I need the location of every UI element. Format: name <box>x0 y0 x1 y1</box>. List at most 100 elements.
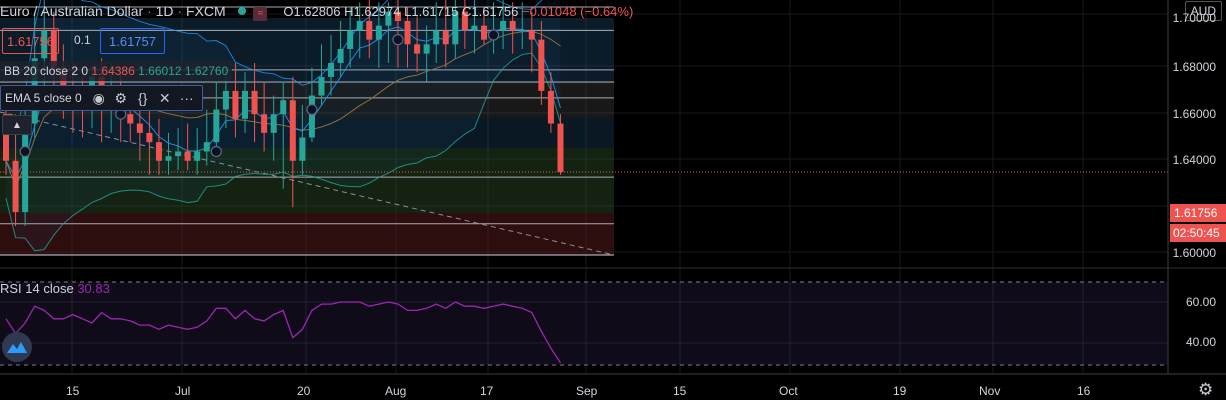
braces-icon[interactable]: {} <box>138 90 148 106</box>
gear-icon[interactable]: ⚙ <box>114 89 127 106</box>
currency-label: AUD <box>1190 4 1216 18</box>
candle-body <box>394 11 401 21</box>
candle-body <box>328 62 335 77</box>
data-problem-icon[interactable]: ≈ <box>253 7 268 21</box>
candle-body <box>557 123 564 172</box>
symbol-legend: Euro / Australian Dollar · 1D · FXCM ≈ O… <box>0 3 634 21</box>
time-tick: 19 <box>893 384 907 398</box>
candle-body <box>471 25 478 31</box>
candle-body <box>299 137 306 161</box>
price-tick: 1.60000 <box>1172 246 1216 260</box>
candle-body <box>194 151 201 161</box>
rsi-legend[interactable]: RSI 14 close 30.83 <box>0 281 110 296</box>
candle-body <box>251 90 258 115</box>
rsi-tick: 60.00 <box>1185 295 1216 309</box>
settings-gear-icon[interactable]: ⚙ <box>1198 380 1214 399</box>
candle-body <box>356 21 363 31</box>
price-tick: 1.68000 <box>1172 60 1216 74</box>
bb-upper-line <box>5 0 543 137</box>
low-value: 1.61715 <box>411 4 459 19</box>
candle-body <box>442 30 449 45</box>
candle-body <box>308 95 315 138</box>
range-zone <box>0 213 614 255</box>
source-label: FXCM <box>186 3 226 19</box>
candle-body <box>452 11 459 45</box>
candle-body <box>165 156 172 161</box>
candle-body <box>500 21 507 31</box>
time-tick: 16 <box>1077 384 1091 398</box>
sell-button[interactable]: 1.61756 <box>2 28 59 54</box>
candle-body <box>366 21 373 40</box>
range-zone <box>0 118 614 148</box>
eye-icon[interactable]: ◉ <box>92 89 105 106</box>
buy-button[interactable]: 1.61757 <box>100 28 165 54</box>
bar-countdown: 02:50:45 <box>1170 224 1226 242</box>
tradingview-logo-icon[interactable] <box>2 332 32 362</box>
candle-body <box>12 160 19 213</box>
candle-body <box>461 11 468 31</box>
candle-body <box>280 100 287 115</box>
collapse-legend-button[interactable]: ▲ <box>2 115 32 135</box>
range-zone <box>0 148 614 213</box>
candle-body <box>385 11 392 26</box>
close-icon[interactable]: ✕ <box>158 89 171 106</box>
pivot-marker <box>487 29 500 41</box>
currency-button[interactable]: AUD <box>1184 1 1222 21</box>
close-value: 1.61756 <box>471 4 519 19</box>
ohlc-values: O1.62806 H1.62974 L1.61715 C1.61756 −0.0… <box>283 4 634 19</box>
pivot-marker <box>19 145 31 158</box>
candle-body <box>337 48 344 63</box>
candle-body <box>547 90 554 124</box>
time-tick: 17 <box>480 384 494 398</box>
candle-body <box>136 123 143 133</box>
rsi-band <box>0 282 1168 365</box>
candle-body <box>519 30 526 32</box>
candle-body <box>423 44 430 54</box>
candle-body <box>213 109 220 143</box>
candle-body <box>318 76 325 96</box>
interval-label[interactable]: 1D <box>155 3 174 19</box>
price-tick: 1.64000 <box>1172 153 1216 167</box>
candle-body <box>270 114 277 133</box>
sell-price: 1.61756 <box>7 33 54 49</box>
candle-body <box>375 25 382 40</box>
time-tick: Oct <box>779 384 798 398</box>
time-tick: 20 <box>297 384 311 398</box>
candle-body <box>528 30 535 40</box>
ema-legend[interactable]: EMA 5 close 0 ◉ ⚙ {} ✕ ··· <box>0 85 203 111</box>
candle-body <box>414 44 421 54</box>
more-icon[interactable]: ··· <box>179 90 194 106</box>
pivot-marker <box>306 103 318 116</box>
candle-body <box>232 90 239 119</box>
candle-body <box>22 123 29 213</box>
rsi-line <box>5 301 562 364</box>
pivot-marker <box>392 34 404 46</box>
time-tick: Aug <box>385 384 407 398</box>
candle-body <box>481 25 487 40</box>
candle-body <box>175 151 182 157</box>
candle-body <box>127 114 134 124</box>
chevron-up-icon: ▲ <box>12 119 22 131</box>
price-tick: 1.66000 <box>1172 107 1216 121</box>
bb-label: BB 20 close 2 0 <box>4 64 89 78</box>
candle-body <box>242 90 248 119</box>
time-tick: Nov <box>979 384 1001 398</box>
candle-body <box>222 90 229 110</box>
time-tick: Jul <box>175 384 191 398</box>
bb-legend[interactable]: BB 20 close 2 0 1.64386 1.66012 1.62760 <box>0 61 233 81</box>
last-price-label: 1.61756 <box>1170 204 1226 222</box>
symbol-title[interactable]: Euro / Australian Dollar <box>0 3 144 19</box>
trend-line <box>0 111 615 256</box>
open-value: 1.62806 <box>293 4 341 19</box>
candle-body <box>261 114 268 133</box>
candle-body <box>347 30 354 49</box>
buy-price: 1.61757 <box>109 33 156 49</box>
candle-body <box>509 21 516 31</box>
candle-body <box>404 21 411 45</box>
candle-body <box>155 142 162 161</box>
pivot-marker <box>210 145 222 158</box>
price-tick: 1.70000 <box>1172 11 1216 25</box>
candle-body <box>146 132 153 143</box>
candle-body <box>3 114 9 161</box>
